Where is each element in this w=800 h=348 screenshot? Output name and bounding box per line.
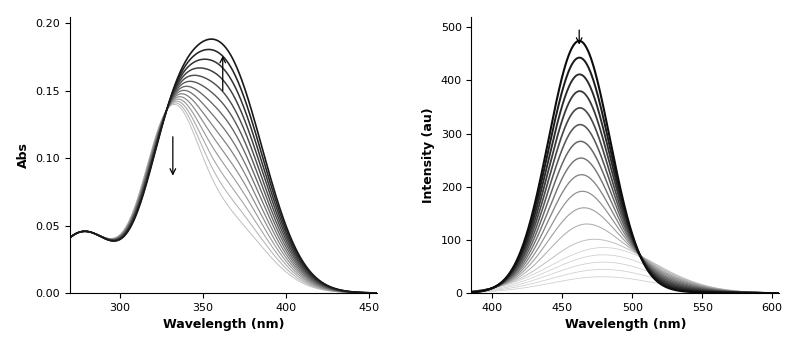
X-axis label: Wavelength (nm): Wavelength (nm) [163, 318, 284, 331]
Y-axis label: Abs: Abs [17, 142, 30, 168]
X-axis label: Wavelength (nm): Wavelength (nm) [565, 318, 686, 331]
Y-axis label: Intensity (au): Intensity (au) [422, 107, 435, 203]
